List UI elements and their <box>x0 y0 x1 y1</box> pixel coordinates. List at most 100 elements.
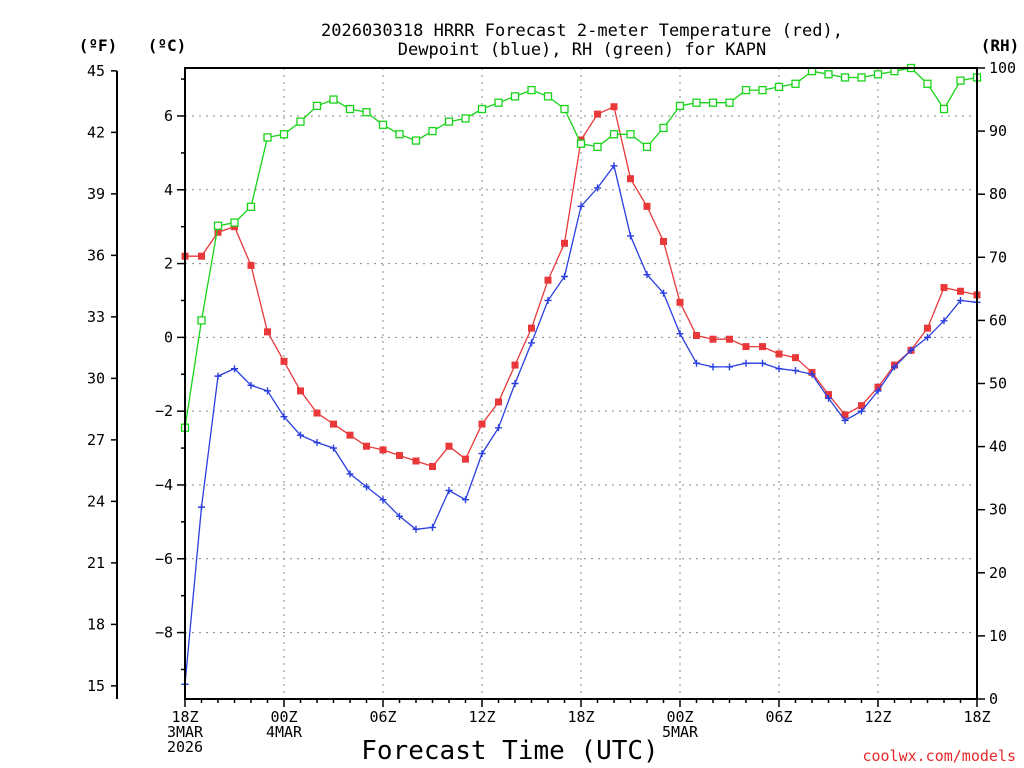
temperature-point <box>429 463 436 471</box>
rh-point <box>296 117 305 126</box>
rh-tick-label: 60 <box>989 311 1007 329</box>
dewpoint-point <box>478 450 486 458</box>
rh-tick-label: 80 <box>989 185 1007 203</box>
rh-tick-label: 30 <box>989 501 1007 519</box>
temperature-point <box>544 276 552 284</box>
temperature-point <box>940 284 948 292</box>
dewpoint-point <box>627 232 634 240</box>
temperature-point <box>264 328 271 336</box>
rh-point <box>840 73 850 82</box>
rh-unit-label: (RH) <box>981 36 1020 55</box>
dewpoint-point <box>726 363 733 371</box>
rh-point <box>279 130 289 139</box>
temperature-point <box>759 343 766 351</box>
fahrenheit-tick-label: 15 <box>87 677 105 695</box>
rh-point <box>378 120 388 129</box>
fahrenheit-unit-label: (ºF) <box>79 36 118 55</box>
rh-point <box>609 130 619 139</box>
rh-point <box>560 104 569 114</box>
celsius-tick-label: −4 <box>155 476 173 494</box>
fahrenheit-tick-label: 45 <box>87 62 105 80</box>
temperature-point <box>495 398 502 406</box>
dewpoint-point <box>462 496 469 504</box>
rh-point <box>444 117 454 126</box>
series-layer <box>180 63 982 688</box>
temperature-point <box>627 175 634 183</box>
site-credit: coolwx.com/models <box>862 747 1016 765</box>
x-axis-title: Forecast Time (UTC) <box>361 736 658 766</box>
dewpoint-point <box>594 184 601 192</box>
temperature-point <box>594 110 601 118</box>
dewpoint-point <box>297 431 304 439</box>
dewpoint-point <box>511 380 519 387</box>
rh-point <box>741 85 751 95</box>
x-tick-label: 12Z <box>864 708 891 726</box>
dewpoint-point <box>693 359 700 367</box>
rh-point <box>659 123 668 133</box>
celsius-tick-label: −2 <box>155 402 173 420</box>
temperature-point <box>874 383 882 391</box>
dewpoint-point <box>924 333 931 341</box>
rh-point <box>675 101 685 111</box>
temperature-point <box>643 202 651 210</box>
rh-point <box>873 70 883 79</box>
dewpoint-point <box>412 525 420 533</box>
rh-point <box>593 142 602 152</box>
temperature-point <box>247 261 255 269</box>
x-tick-label: 2026 <box>167 738 203 756</box>
temperature-point <box>957 287 964 295</box>
temperature-point <box>676 298 684 306</box>
celsius-unit-label: (ºC) <box>148 36 187 55</box>
rh-point <box>197 316 206 325</box>
temperature-point <box>313 409 321 417</box>
rh-point <box>213 221 223 230</box>
temperature-point <box>775 350 783 358</box>
rh-point <box>543 92 553 101</box>
rh-tick-label: 100 <box>989 59 1016 77</box>
dewpoint-point <box>808 370 816 378</box>
x-tick-label: 4MAR <box>266 723 303 741</box>
x-tick-label: 06Z <box>369 708 396 726</box>
temperature-point <box>363 442 370 450</box>
dewpoint-point <box>379 496 387 504</box>
rh-point <box>758 85 767 95</box>
dewpoint-point <box>214 372 222 380</box>
dewpoint-point <box>264 387 271 395</box>
rh-point <box>345 104 355 114</box>
fahrenheit-tick-label: 42 <box>87 123 105 141</box>
x-tick-label: 00Z <box>666 708 693 726</box>
x-tick-label: 18Z <box>171 708 198 726</box>
fahrenheit-tick-label: 39 <box>87 185 105 203</box>
rh-point <box>411 136 421 145</box>
rh-point <box>461 114 470 123</box>
dewpoint-point <box>577 202 585 210</box>
dewpoint-point <box>907 346 915 354</box>
temperature-point <box>610 103 618 111</box>
dewpoint-point <box>858 407 865 415</box>
temperature-point <box>924 324 931 332</box>
rh-point <box>857 73 866 82</box>
temperature-point <box>198 252 205 260</box>
temperature-point <box>709 335 717 343</box>
rh-point <box>923 79 932 88</box>
fahrenheit-tick-label: 18 <box>87 615 105 633</box>
dewpoint-point <box>528 339 535 347</box>
rh-point <box>708 98 718 107</box>
x-tick-label: 12Z <box>468 708 495 726</box>
rh-point <box>312 101 322 111</box>
dewpoint-point <box>495 424 502 432</box>
rh-tick-label: 50 <box>989 375 1007 393</box>
temperature-point <box>280 357 288 365</box>
temperature-point <box>330 420 337 428</box>
dewpoint-point <box>346 470 354 478</box>
temperature-point <box>693 332 700 340</box>
rh-point <box>692 98 701 107</box>
chart-title-line1: 2026030318 HRRR Forecast 2-meter Tempera… <box>321 21 843 41</box>
x-tick-label: 18Z <box>567 708 594 726</box>
rh-point <box>791 79 800 88</box>
temperature-point <box>660 237 667 245</box>
rh-point <box>362 108 371 117</box>
dewpoint-point <box>660 289 667 297</box>
